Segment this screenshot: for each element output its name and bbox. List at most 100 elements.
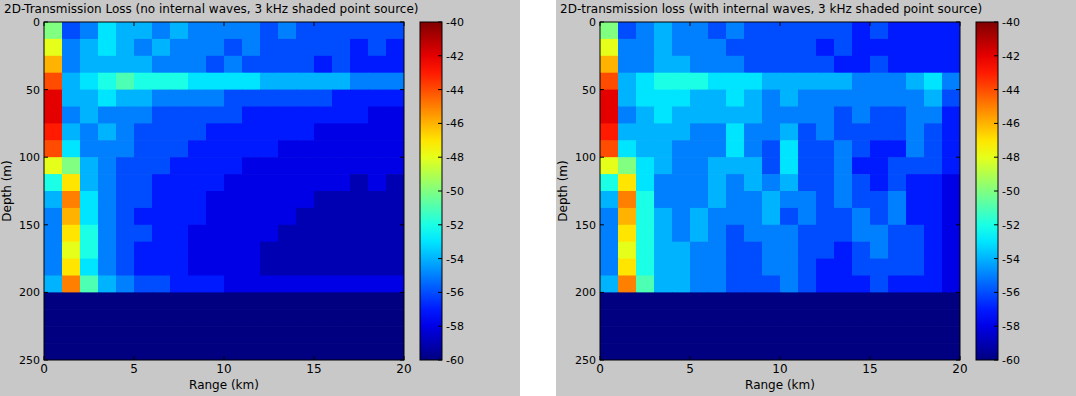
cell — [116, 276, 135, 294]
cell — [654, 191, 673, 209]
cell — [350, 22, 369, 40]
y-tick-label: 150 — [19, 219, 40, 232]
cell — [170, 157, 189, 175]
cell — [762, 22, 781, 40]
x-tick — [134, 356, 135, 360]
cell — [690, 107, 709, 125]
cell — [44, 56, 63, 74]
colorbar-tick — [438, 157, 442, 158]
cell — [296, 191, 315, 209]
cell — [134, 39, 153, 57]
cell — [170, 123, 189, 140]
cell — [44, 73, 63, 91]
cell — [708, 208, 727, 226]
cell — [924, 140, 943, 158]
cell — [744, 157, 763, 175]
cell — [278, 107, 297, 125]
cell — [618, 326, 637, 344]
colorbar-tick — [438, 360, 442, 361]
cell — [152, 343, 171, 360]
cell — [62, 123, 81, 140]
cell — [242, 157, 261, 175]
cell — [834, 107, 853, 125]
x-tick — [960, 356, 961, 360]
cell — [332, 140, 351, 158]
colorbar-tick-label: -54 — [446, 253, 464, 266]
cell — [188, 56, 207, 74]
cell — [618, 259, 637, 277]
cell — [242, 123, 261, 140]
cell — [690, 22, 709, 40]
x-tick-label: 20 — [952, 362, 967, 376]
cell — [726, 56, 745, 74]
cell — [618, 56, 637, 74]
cell — [618, 208, 637, 226]
cell — [636, 309, 655, 327]
cell — [690, 191, 709, 209]
cell — [636, 208, 655, 226]
cell — [888, 242, 907, 260]
cell — [654, 292, 673, 310]
y-tick — [956, 89, 960, 90]
cell — [636, 242, 655, 260]
cell — [296, 39, 315, 57]
colorbar-tick-label: -52 — [1002, 219, 1020, 232]
cell — [116, 225, 135, 243]
cell — [618, 73, 637, 91]
cell — [224, 123, 243, 140]
cell — [386, 22, 404, 40]
cell — [834, 157, 853, 175]
y-tick — [44, 292, 48, 293]
cell — [116, 107, 135, 125]
cell — [600, 90, 619, 108]
cell — [924, 107, 943, 125]
cell — [98, 56, 117, 74]
cell — [888, 343, 907, 360]
cell — [296, 343, 315, 360]
cell — [618, 276, 637, 294]
cell — [618, 225, 637, 243]
cell — [206, 292, 225, 310]
colorbar-tick — [994, 224, 998, 225]
cell — [708, 309, 727, 327]
colorbar-tick — [438, 292, 442, 293]
cell — [870, 326, 889, 344]
cell — [188, 292, 207, 310]
cell — [44, 157, 63, 175]
cell — [152, 39, 171, 57]
cell — [296, 208, 315, 226]
cell — [350, 276, 369, 294]
cell — [870, 259, 889, 277]
cell — [654, 73, 673, 91]
cell — [690, 208, 709, 226]
cell — [942, 343, 960, 360]
cell — [134, 276, 153, 294]
plot-frame — [600, 22, 960, 360]
cell — [242, 326, 261, 344]
cell — [368, 191, 387, 209]
cell — [654, 208, 673, 226]
cell — [368, 225, 387, 243]
y-tick — [600, 157, 604, 158]
cell — [600, 140, 619, 158]
cell — [690, 123, 709, 140]
cell — [816, 191, 835, 209]
cell — [80, 259, 99, 277]
cell — [708, 242, 727, 260]
y-tick-label: 100 — [575, 151, 596, 164]
cell — [332, 22, 351, 40]
cell — [332, 309, 351, 327]
cell — [260, 343, 279, 360]
cell — [314, 225, 333, 243]
cell — [260, 157, 279, 175]
cell — [600, 191, 619, 209]
cell — [834, 22, 853, 40]
colorbar-tick — [994, 89, 998, 90]
cell — [852, 140, 871, 158]
cell — [906, 140, 925, 158]
colorbar-tick-label: -56 — [1002, 286, 1020, 299]
cell — [98, 73, 117, 91]
cell — [672, 292, 691, 310]
cell — [260, 174, 279, 192]
cell — [636, 191, 655, 209]
